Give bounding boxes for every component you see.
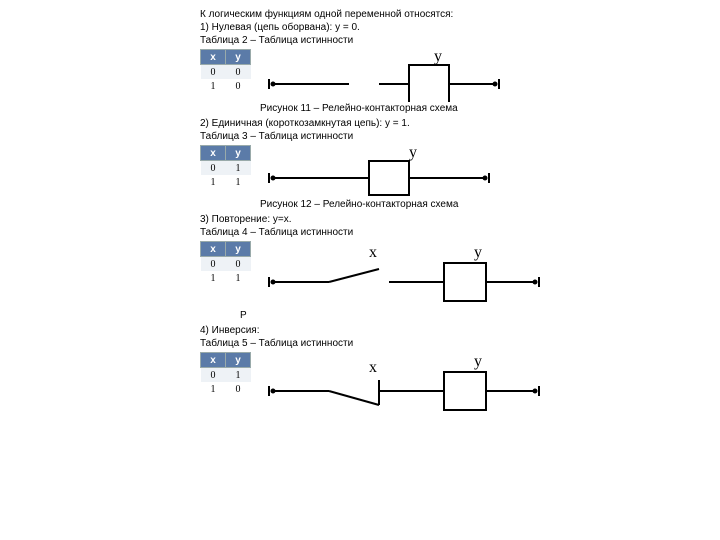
f4-diagram: x y — [259, 350, 559, 420]
td: 1 — [226, 271, 251, 285]
f3-title: 3) Повторение: y=x. — [200, 213, 720, 226]
document-page: К логическим функциям одной переменной о… — [0, 0, 720, 420]
y-label-icon: y — [474, 244, 482, 261]
td: 0 — [201, 257, 226, 272]
x-label-icon: x — [369, 359, 377, 376]
section-1: 1) Нулевая (цепь оборвана): y = 0. Табли… — [200, 21, 720, 115]
f4-tabcap: Таблица 5 – Таблица истинности — [200, 337, 720, 350]
th: y — [226, 353, 251, 368]
f2-diagram: y — [259, 143, 519, 198]
th: x — [201, 146, 226, 161]
f1-tabcap: Таблица 2 – Таблица истинности — [200, 34, 720, 47]
td: 1 — [226, 175, 251, 189]
f3-tabcap: Таблица 4 – Таблица истинности — [200, 226, 720, 239]
section-4: 4) Инверсия: Таблица 5 – Таблица истинно… — [200, 324, 720, 420]
th: x — [201, 242, 226, 257]
td: 0 — [226, 65, 251, 80]
f1-figcap: Рисунок 11 – Релейно-контакторная схема — [260, 102, 720, 115]
f1-diagram: y — [259, 47, 519, 102]
f3-figcap: Р — [240, 309, 720, 322]
td: 1 — [201, 79, 226, 93]
th: y — [226, 242, 251, 257]
f3-table: xy 00 11 — [200, 241, 251, 285]
f2-figcap: Рисунок 12 – Релейно-контакторная схема — [260, 198, 720, 211]
th: y — [226, 146, 251, 161]
f2-table: xy 01 11 — [200, 145, 251, 189]
td: 0 — [201, 65, 226, 80]
td: 1 — [226, 368, 251, 383]
y-label-icon: y — [474, 353, 482, 370]
f2-tabcap: Таблица 3 – Таблица истинности — [200, 130, 720, 143]
f1-title: 1) Нулевая (цепь оборвана): y = 0. — [200, 21, 720, 34]
f1-table: xy 00 10 — [200, 49, 251, 93]
x-label-icon: x — [369, 244, 377, 261]
td: 0 — [226, 257, 251, 272]
f4-table: xy 01 10 — [200, 352, 251, 396]
td: 1 — [226, 161, 251, 176]
section-2: 2) Единичная (короткозамкнутая цепь): y … — [200, 117, 720, 211]
td: 1 — [201, 175, 226, 189]
f3-diagram: x y — [259, 239, 559, 309]
section-3: 3) Повторение: y=x. Таблица 4 – Таблица … — [200, 213, 720, 322]
td: 1 — [201, 271, 226, 285]
intro-text: К логическим функциям одной переменной о… — [200, 8, 720, 21]
th: y — [226, 50, 251, 65]
y-label-icon: y — [409, 144, 417, 161]
y-label-icon: y — [434, 48, 442, 65]
td: 1 — [201, 382, 226, 396]
td: 0 — [226, 79, 251, 93]
td: 0 — [201, 161, 226, 176]
td: 0 — [201, 368, 226, 383]
td: 0 — [226, 382, 251, 396]
f4-title: 4) Инверсия: — [200, 324, 720, 337]
th: x — [201, 353, 226, 368]
th: x — [201, 50, 226, 65]
f2-title: 2) Единичная (короткозамкнутая цепь): y … — [200, 117, 720, 130]
